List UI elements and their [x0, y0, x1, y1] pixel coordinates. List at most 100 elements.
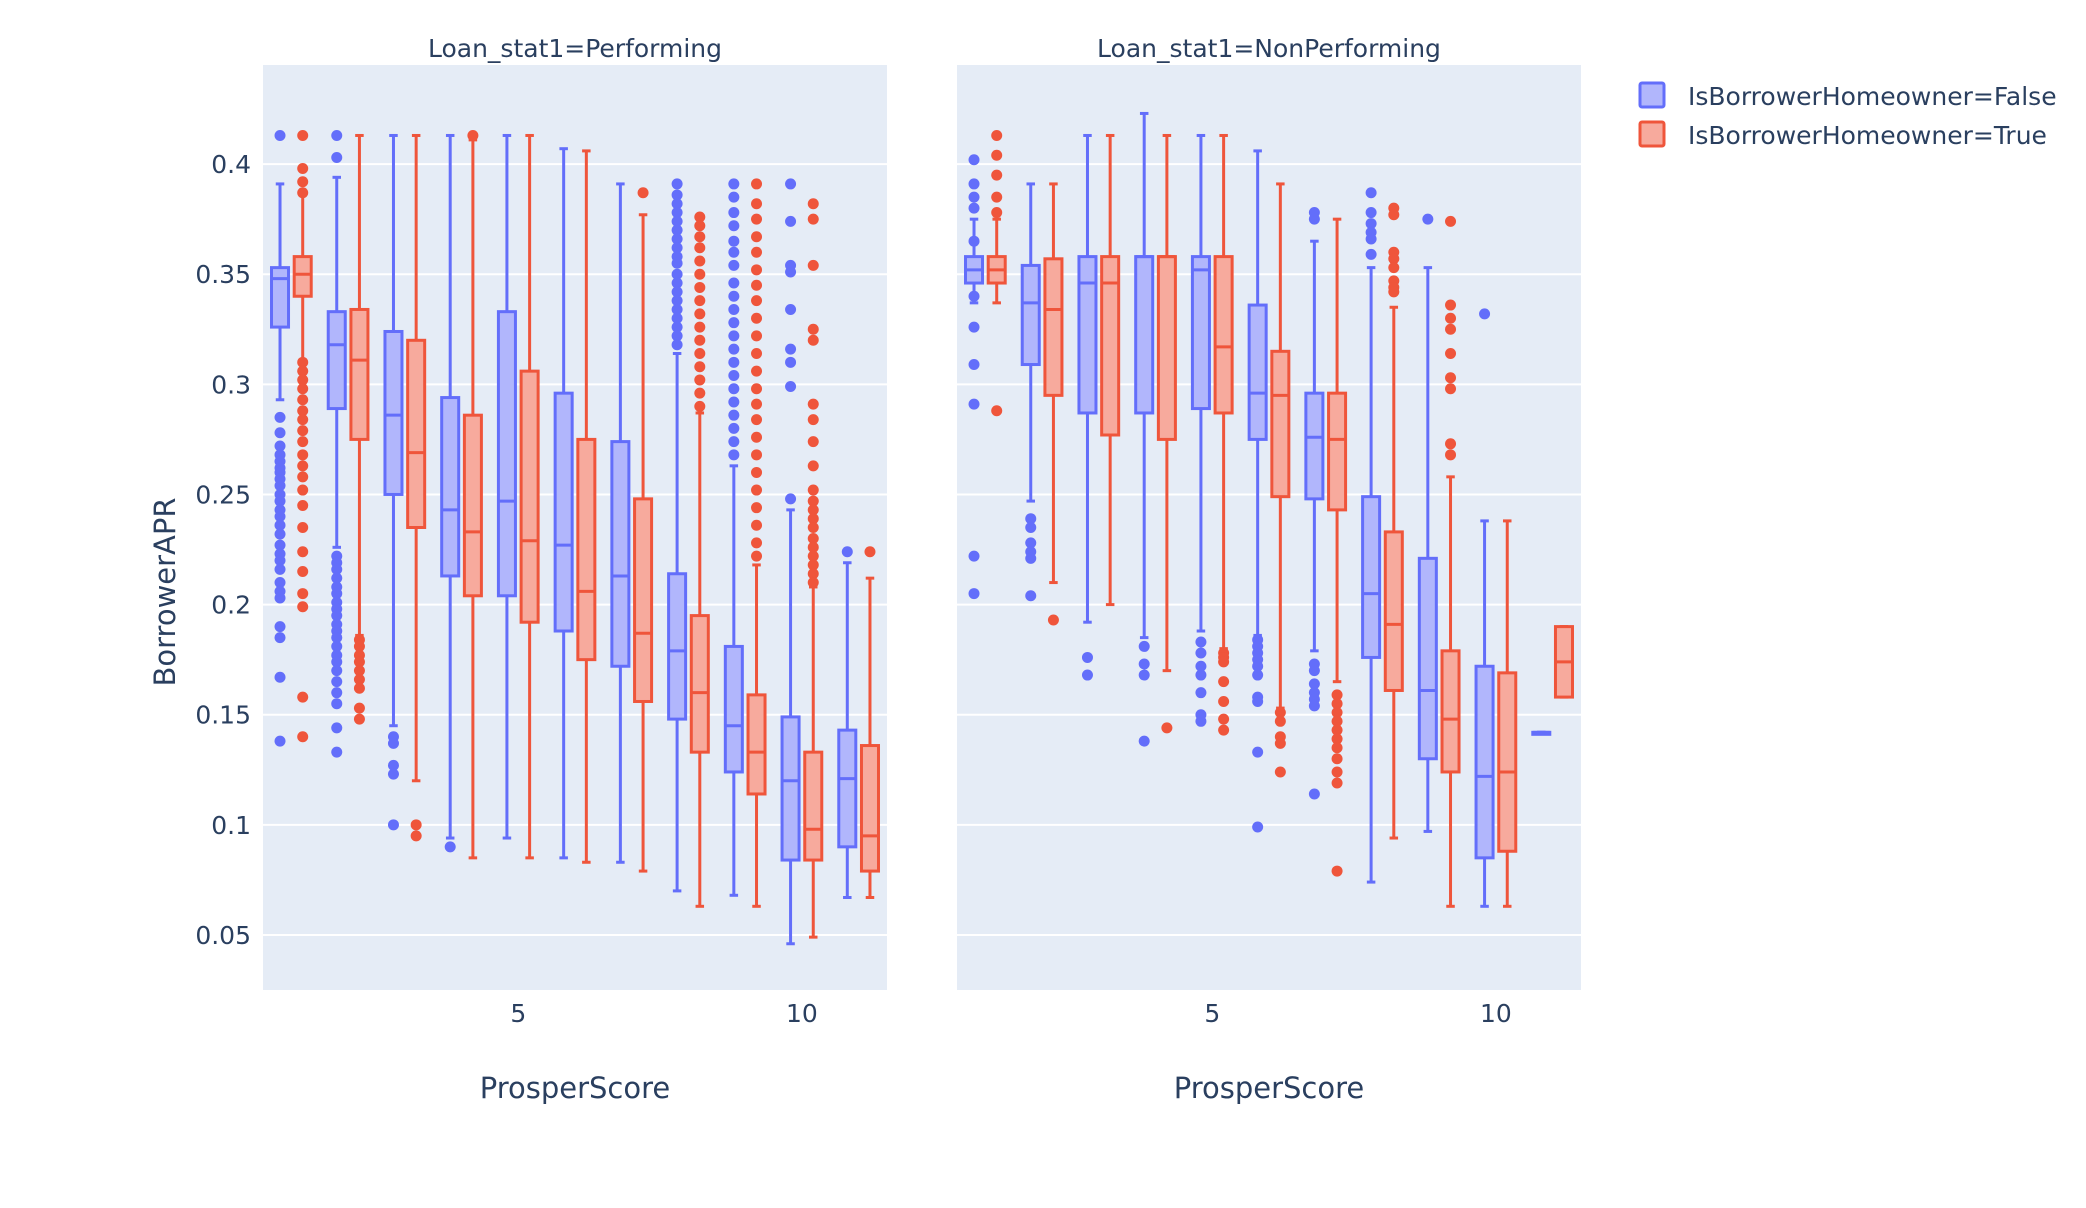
box-iqr: [462, 413, 483, 598]
outlier-point: [353, 656, 365, 668]
outlier-point: [785, 266, 797, 278]
box-true: [689, 211, 710, 908]
x-ticks-nonperforming: 5 10: [1204, 999, 1511, 1028]
outlier-point: [331, 676, 343, 688]
box-true: [746, 178, 767, 908]
box-iqr: [406, 338, 427, 529]
outlier-point: [297, 414, 309, 426]
outlier-point: [807, 559, 819, 571]
outlier-point: [1025, 513, 1037, 525]
outlier-point: [785, 493, 797, 505]
outlier-point: [751, 295, 763, 307]
outlier-point: [751, 398, 763, 410]
outlier-point: [1081, 669, 1093, 681]
outlier-point: [1331, 865, 1343, 877]
outlier-point: [751, 519, 763, 531]
outlier-point: [331, 572, 343, 584]
outlier-point: [694, 268, 706, 280]
outlier-point: [728, 207, 740, 219]
y-tick-label: 0.4: [211, 150, 251, 179]
outlier-point: [728, 259, 740, 271]
box-iqr: [292, 255, 313, 298]
outlier-point: [297, 436, 309, 448]
outlier-point: [297, 374, 309, 386]
outlier-point: [807, 504, 819, 516]
outlier-point: [1308, 700, 1320, 712]
outlier-point: [1445, 312, 1457, 324]
outlier-point: [807, 513, 819, 525]
outlier-point: [694, 400, 706, 412]
outlier-point: [671, 224, 683, 236]
outlier-point: [297, 163, 309, 175]
outlier-point: [807, 550, 819, 562]
outlier-point: [1252, 746, 1264, 758]
outlier-point: [637, 187, 649, 199]
panel-title-nonperforming: Loan_stat1=NonPerforming: [1097, 34, 1441, 63]
outlier-point: [1218, 713, 1230, 725]
legend-item-true[interactable]: IsBorrowerHomeowner=True: [1638, 120, 2047, 150]
outlier-point: [728, 191, 740, 203]
outlier-point: [1274, 737, 1286, 749]
outlier-point: [728, 246, 740, 258]
box-iqr: [1134, 255, 1155, 415]
outlier-point: [1365, 187, 1377, 199]
outlier-point: [274, 563, 286, 575]
outlier-point: [785, 178, 797, 190]
outlier-point: [331, 129, 343, 141]
y-axis-label: BorrowerAPR: [148, 497, 182, 686]
outlier-point: [1252, 660, 1264, 672]
outlier-point: [297, 471, 309, 483]
box-false: [667, 178, 688, 893]
box-iqr: [1361, 495, 1382, 659]
outlier-point: [1331, 715, 1343, 727]
legend-item-false[interactable]: IsBorrowerHomeowner=False: [1638, 81, 2057, 111]
outlier-point: [353, 673, 365, 685]
outlier-point: [387, 737, 399, 749]
outlier-point: [274, 528, 286, 540]
box-iqr: [1304, 391, 1325, 501]
outlier-point: [807, 495, 819, 507]
outlier-point: [274, 555, 286, 567]
outlier-point: [467, 129, 479, 141]
outlier-point: [1331, 707, 1343, 718]
box-true: [986, 129, 1007, 417]
outlier-point: [807, 577, 819, 589]
panel-title-performing: Loan_stat1=Performing: [428, 34, 722, 63]
outlier-point: [968, 321, 980, 333]
box-iqr: [803, 750, 824, 862]
y-tick-label: 0.15: [195, 701, 251, 730]
box-true: [1270, 182, 1291, 778]
outlier-point: [968, 235, 980, 247]
outlier-point: [694, 211, 706, 223]
box-iqr: [349, 307, 370, 441]
x-axis-label-nonperforming: ProsperScore: [1174, 1071, 1365, 1105]
box-false: [780, 178, 801, 946]
outlier-point: [671, 215, 683, 227]
x-tick-label: 5: [1204, 999, 1220, 1028]
box-iqr: [519, 369, 540, 624]
box-iqr: [1190, 255, 1211, 411]
outlier-point: [297, 601, 309, 613]
outlier-point: [1308, 665, 1320, 677]
outlier-point: [671, 303, 683, 315]
outlier-point: [694, 231, 706, 243]
outlier-point: [694, 281, 706, 293]
outlier-point: [1331, 698, 1343, 710]
box-iqr: [1327, 391, 1348, 512]
outlier-point: [694, 334, 706, 346]
box-iqr: [383, 329, 404, 496]
box-true: [349, 133, 370, 725]
outlier-point: [1218, 676, 1230, 688]
box-iqr: [689, 614, 710, 754]
outlier-point: [1025, 537, 1037, 549]
outlier-point: [1365, 218, 1377, 230]
outlier-point: [1388, 286, 1400, 298]
box-iqr: [1383, 530, 1404, 692]
outlier-point: [671, 242, 683, 254]
outlier-point: [807, 398, 819, 410]
outlier-point: [728, 409, 740, 421]
outlier-point: [785, 343, 797, 355]
box-iqr: [610, 440, 631, 668]
outlier-point: [274, 539, 286, 551]
